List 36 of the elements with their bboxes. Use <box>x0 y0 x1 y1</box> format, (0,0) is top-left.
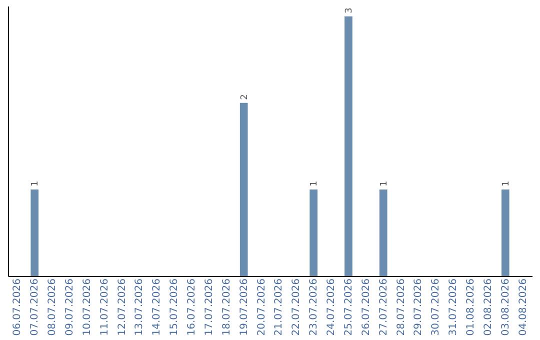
x-tick-label: 29.07.2026 <box>413 278 424 336</box>
x-tick-label: 01.08.2026 <box>466 278 477 336</box>
x-tick-label: 20.07.2026 <box>256 278 268 336</box>
x-tick-label: 27.07.2026 <box>378 278 390 336</box>
x-tick-label: 09.07.2026 <box>64 278 76 336</box>
x-tick-label: 06.07.2026 <box>12 278 24 336</box>
x-tick-label: 02.08.2026 <box>482 278 494 336</box>
data-label: 2 <box>240 94 250 100</box>
x-tick-label: 19.07.2026 <box>238 278 250 336</box>
x-tick-label: 26.07.2026 <box>360 278 372 336</box>
x-tick-label: 08.07.2026 <box>47 278 58 336</box>
data-label: 1 <box>379 180 390 186</box>
data-label: 1 <box>30 180 41 186</box>
x-tick-label: 12.07.2026 <box>116 278 128 336</box>
x-tick-label: 10.07.2026 <box>82 278 93 336</box>
x-tick-label: 16.07.2026 <box>186 278 198 336</box>
x-tick-label: 03.08.2026 <box>500 278 512 336</box>
x-tick-label: 28.07.2026 <box>396 278 407 336</box>
x-tick-label: 31.07.2026 <box>448 278 460 336</box>
x-tick-label: 17.07.2026 <box>204 278 215 336</box>
x-tick-label: 11.07.2026 <box>99 278 110 336</box>
x-tick-label: 04.08.2026 <box>518 278 529 336</box>
x-tick-label: 30.07.2026 <box>430 278 442 336</box>
x-tick-label: 14.07.2026 <box>152 278 163 336</box>
x-tick-label: 07.07.2026 <box>30 278 41 336</box>
data-label: 1 <box>501 180 512 186</box>
x-tick-label: 25.07.2026 <box>343 278 354 336</box>
x-tick-label: 22.07.2026 <box>291 278 302 336</box>
x-tick-label: 13.07.2026 <box>134 278 146 336</box>
x-tick-label: 21.07.2026 <box>274 278 285 336</box>
x-tick-label: 15.07.2026 <box>169 278 180 336</box>
x-tick-label: 18.07.2026 <box>221 278 232 336</box>
x-tick-label: 23.07.2026 <box>308 278 320 336</box>
x-tick-label: 24.07.2026 <box>326 278 338 336</box>
data-label: 1 <box>310 180 320 186</box>
data-label: 3 <box>344 8 354 14</box>
